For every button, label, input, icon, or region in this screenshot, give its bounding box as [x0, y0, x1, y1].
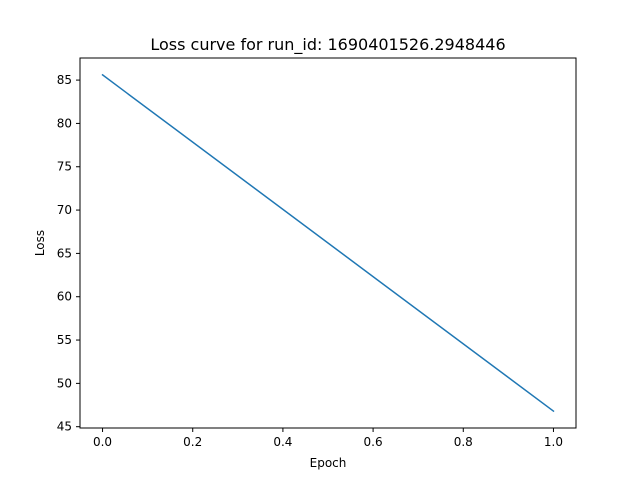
- x-tick-label: 1.0: [544, 435, 563, 449]
- y-tick-label: 85: [57, 73, 72, 87]
- x-axis-ticks: 0.0 0.2 0.4 0.6 0.8 1.0: [93, 428, 563, 449]
- x-tick-label: 0.8: [454, 435, 473, 449]
- x-tick-label: 0.2: [183, 435, 202, 449]
- loss-series-line: [101, 73, 555, 413]
- series-group: [101, 73, 555, 413]
- y-tick-label: 55: [57, 333, 72, 347]
- chart-title: Loss curve for run_id: 1690401526.294844…: [150, 35, 505, 55]
- plot-frame: [79, 57, 577, 429]
- x-axis-label: Epoch: [310, 456, 347, 470]
- x-tick-label: 0.0: [93, 435, 112, 449]
- y-axis-label: Loss: [33, 230, 47, 256]
- y-axis-ticks: 45 50 55 60 65 70 75 80 85: [57, 73, 80, 434]
- y-tick-label: 45: [57, 420, 72, 434]
- x-tick-label: 0.6: [364, 435, 383, 449]
- x-tick-label: 0.4: [273, 435, 292, 449]
- y-tick-label: 70: [57, 203, 72, 217]
- y-tick-label: 80: [57, 116, 72, 130]
- y-tick-label: 60: [57, 290, 72, 304]
- y-tick-label: 50: [57, 376, 72, 390]
- y-tick-label: 75: [57, 160, 72, 174]
- y-tick-label: 65: [57, 246, 72, 260]
